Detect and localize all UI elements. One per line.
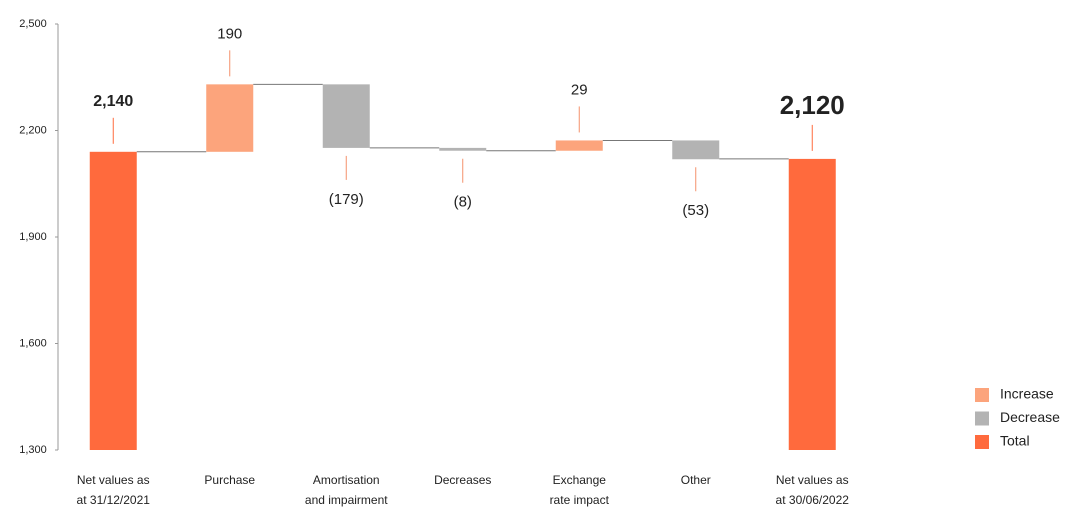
x-tick-label: at 30/06/2022	[776, 493, 850, 507]
x-tick-label: rate impact	[550, 493, 610, 507]
y-tick-label: 1,600	[19, 337, 47, 349]
bar	[672, 140, 720, 160]
bar	[206, 84, 254, 152]
legend-swatch	[975, 388, 989, 402]
x-tick-label: Other	[681, 473, 711, 487]
x-tick-label: Exchange	[553, 473, 607, 487]
legend-swatch	[975, 411, 989, 426]
bar	[439, 147, 487, 151]
value-label: (8)	[454, 194, 472, 211]
x-tick-label: Amortisation	[313, 473, 380, 487]
value-label: 2,120	[780, 90, 845, 120]
value-label: 190	[217, 25, 242, 42]
y-tick-label: 1,900	[19, 231, 47, 243]
legend-label: Increase	[1000, 386, 1054, 402]
x-tick-label: Purchase	[204, 473, 255, 487]
legend-label: Decrease	[1000, 409, 1060, 425]
x-tick-label: Decreases	[434, 473, 491, 487]
y-tick-label: 1,300	[19, 444, 47, 456]
legend-label: Total	[1000, 433, 1030, 449]
value-label: 29	[571, 81, 588, 98]
bar	[322, 84, 370, 148]
x-tick-label: and impairment	[305, 493, 388, 507]
x-tick-label: at 31/12/2021	[77, 493, 151, 507]
bar	[555, 140, 603, 151]
value-label: (179)	[329, 191, 364, 208]
bar	[89, 151, 137, 451]
bar	[788, 158, 836, 450]
x-tick-label: Net values as	[776, 473, 849, 487]
value-label: 2,140	[93, 93, 133, 110]
legend-swatch	[975, 435, 989, 449]
value-label: (53)	[682, 202, 709, 219]
y-tick-label: 2,200	[19, 124, 47, 136]
y-tick-label: 2,500	[19, 18, 47, 30]
x-tick-label: Net values as	[77, 473, 150, 487]
